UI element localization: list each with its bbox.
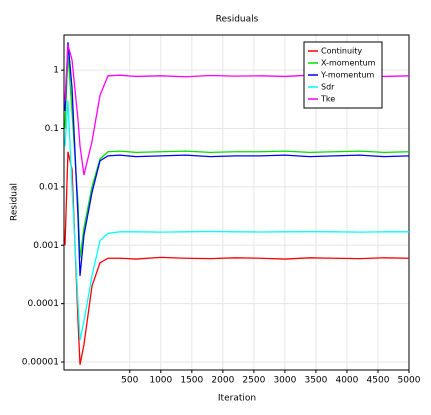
x-tick-label: 500: [121, 376, 138, 386]
y-axis-label: Residual: [10, 183, 20, 221]
legend-label: X-momentum: [321, 59, 376, 68]
x-tick-label: 1000: [149, 376, 172, 386]
legend-label: Tke: [320, 95, 335, 104]
x-tick-label: 4000: [335, 376, 358, 386]
legend-label: Sdr: [321, 83, 335, 92]
series-line: [64, 100, 409, 340]
x-tick-label: 3000: [273, 376, 296, 386]
y-tick-label: 0.0001: [28, 299, 60, 309]
legend-label: Y-momentum: [320, 71, 375, 80]
x-tick-label: 3500: [304, 376, 327, 386]
y-tick-label: 0.00001: [22, 358, 59, 368]
y-tick-label: 1: [53, 66, 59, 76]
plot-frame: [63, 34, 410, 371]
x-tick-label: 5000: [398, 376, 421, 386]
x-axis-label: Iteration: [218, 394, 256, 404]
x-tick-label: 4500: [367, 376, 390, 386]
y-tick-label: 0.01: [39, 182, 59, 192]
series-line: [64, 151, 409, 365]
x-tick-label: 2500: [242, 376, 265, 386]
legend-label: Continuity: [321, 47, 362, 56]
x-tick-label: 2000: [211, 376, 234, 386]
y-tick-label: 0.1: [45, 124, 59, 134]
chart-title: Residuals: [216, 15, 259, 25]
y-tick-label: 0.001: [33, 241, 59, 251]
x-tick-label: 1500: [180, 376, 203, 386]
series-line: [64, 42, 409, 276]
